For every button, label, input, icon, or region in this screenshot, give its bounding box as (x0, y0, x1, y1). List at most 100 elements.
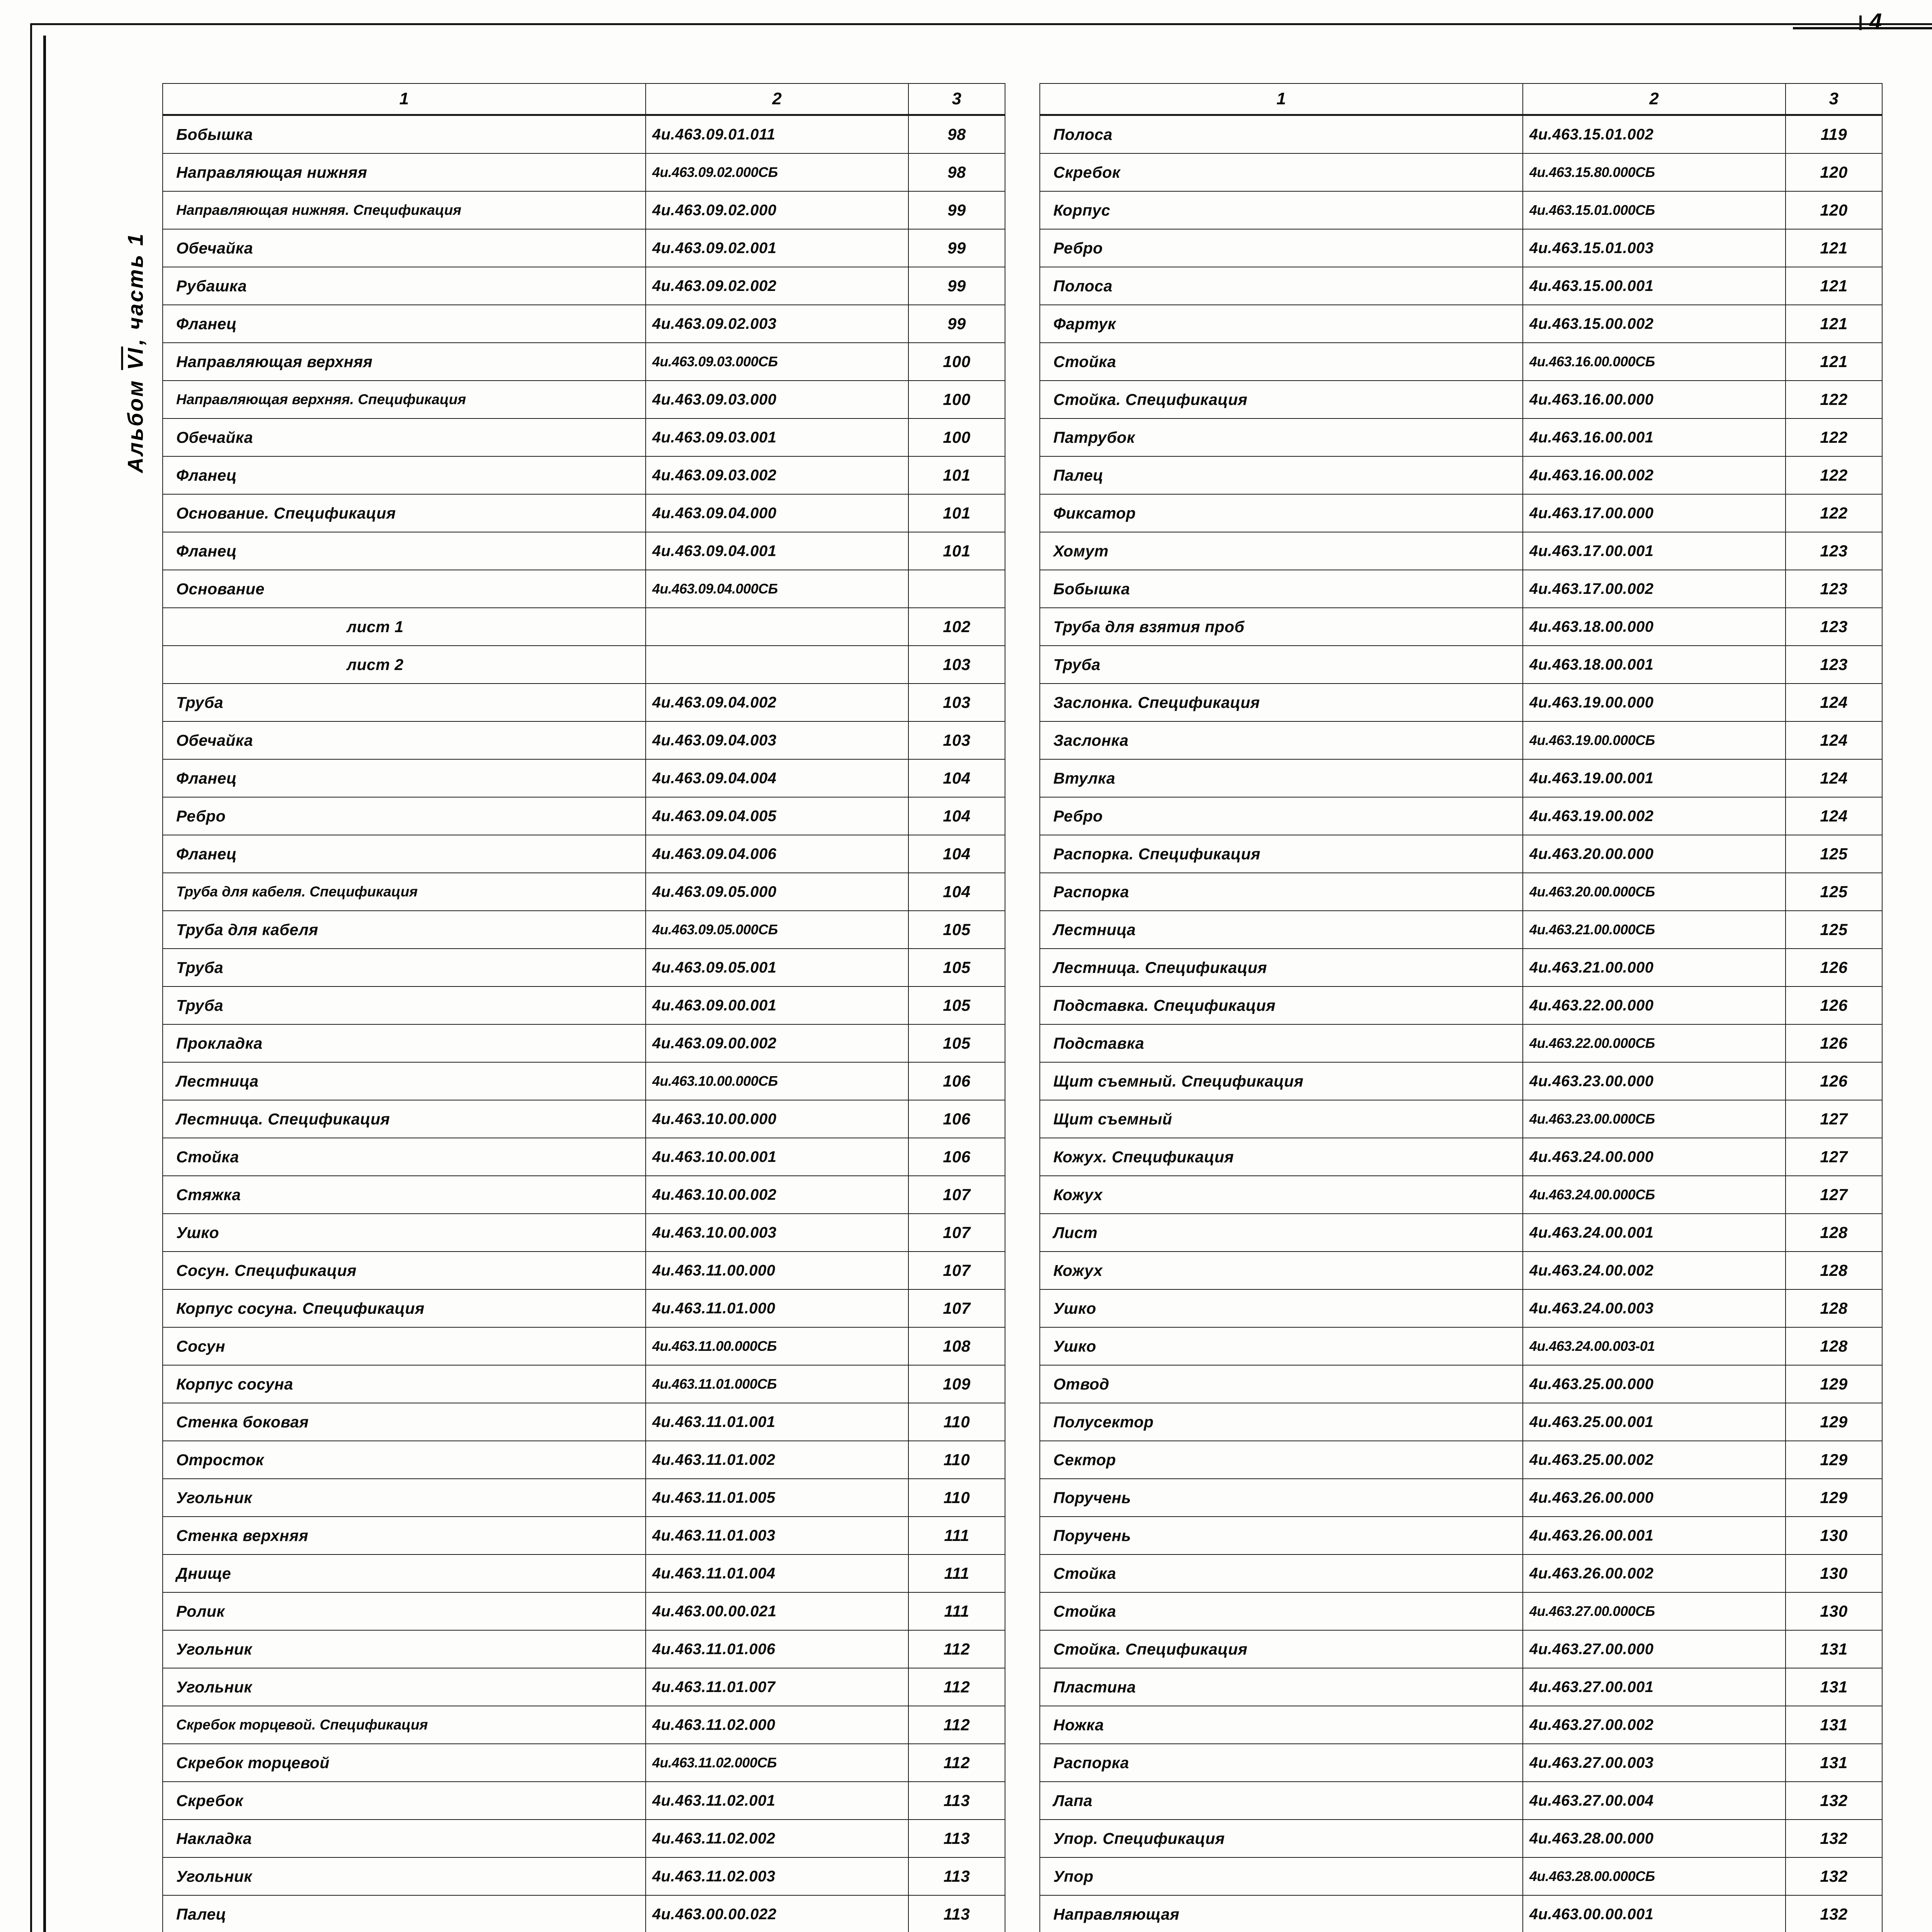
column-header-2: 2 (645, 83, 909, 116)
row-item-name: Труба (162, 948, 646, 987)
row-page-number: 100 (908, 418, 1005, 457)
table-row: Пластина 4и.463.27.00.001 131 (1039, 1668, 1883, 1706)
row-item-name: Стойка (1039, 1554, 1523, 1593)
row-item-name: Фланец (162, 304, 646, 343)
row-designation-code: 4и.463.09.04.001 (645, 532, 909, 570)
table-row: Прокладка 4и.463.09.00.002 105 (162, 1024, 1005, 1063)
row-designation-code: 4и.463.09.05.001 (645, 948, 909, 987)
row-designation-code: 4и.463.11.01.004 (645, 1554, 909, 1593)
row-item-name: Упор. Спецификация (1039, 1819, 1523, 1858)
row-designation-code (645, 645, 909, 684)
table-row: Хомут 4и.463.17.00.001 123 (1039, 532, 1883, 570)
table-row: Полоса 4и.463.15.00.001 121 (1039, 267, 1883, 305)
table-row: Ушко 4и.463.24.00.003 128 (1039, 1289, 1883, 1328)
row-page-number: 125 (1785, 835, 1883, 873)
row-page-number: 129 (1785, 1403, 1883, 1441)
table-row: Ушко 4и.463.24.00.003-01 128 (1039, 1327, 1883, 1366)
row-page-number: 104 (908, 797, 1005, 835)
row-item-name: Труба (162, 986, 646, 1025)
row-designation-code: 4и.463.15.80.000СБ (1522, 153, 1786, 192)
row-page-number: 122 (1785, 494, 1883, 532)
row-designation-code: 4и.463.09.02.003 (645, 304, 909, 343)
row-item-name: Лестница. Спецификация (1039, 948, 1523, 987)
album-vertical-label: Альбом VI, часть 1 (123, 206, 148, 500)
table-row: Скребок 4и.463.11.02.001 113 (162, 1781, 1005, 1820)
row-item-name: Стойка (1039, 342, 1523, 381)
row-page-number: 131 (1785, 1706, 1883, 1744)
row-designation-code: 4и.463.09.03.000СБ (645, 342, 909, 381)
row-designation-code: 4и.463.10.00.002 (645, 1175, 909, 1214)
row-designation-code: 4и.463.11.02.000СБ (645, 1743, 909, 1782)
row-page-number: 105 (908, 1024, 1005, 1063)
row-designation-code: 4и.463.09.05.000 (645, 872, 909, 911)
row-designation-code: 4и.463.11.01.003 (645, 1516, 909, 1555)
row-item-name: Ребро (1039, 797, 1523, 835)
row-page-number: 125 (1785, 910, 1883, 949)
row-designation-code: 4и.463.27.00.000СБ (1522, 1592, 1786, 1631)
row-designation-code: 4и.463.11.00.000СБ (645, 1327, 909, 1366)
row-designation-code: 4и.463.17.00.001 (1522, 532, 1786, 570)
row-item-name: Обечайка (162, 229, 646, 267)
table-row: Труба для кабеля. Спецификация 4и.463.09.… (162, 872, 1005, 911)
table-row: Основание 4и.463.09.04.000СБ (162, 570, 1005, 608)
row-page-number: 104 (908, 872, 1005, 911)
row-page-number: 132 (1785, 1895, 1883, 1932)
table-row: Труба 4и.463.09.04.002 103 (162, 683, 1005, 722)
album-label-prefix: Альбом (123, 379, 148, 473)
table-row: Стойка 4и.463.27.00.000СБ 130 (1039, 1592, 1883, 1631)
row-page-number: 127 (1785, 1175, 1883, 1214)
row-page-number: 121 (1785, 267, 1883, 305)
table-row: Отросток 4и.463.11.01.002 110 (162, 1440, 1005, 1479)
table-row: Труба 4и.463.09.05.001 105 (162, 948, 1005, 987)
row-page-number: 131 (1785, 1743, 1883, 1782)
row-item-name: Поручень (1039, 1478, 1523, 1517)
table-row: Втулка 4и.463.19.00.001 124 (1039, 759, 1883, 798)
row-designation-code: 4и.463.09.00.002 (645, 1024, 909, 1063)
row-page-number: 125 (1785, 872, 1883, 911)
table-row: Отвод 4и.463.25.00.000 129 (1039, 1365, 1883, 1403)
row-item-name: Труба (162, 683, 646, 722)
row-designation-code: 4и.463.11.01.005 (645, 1478, 909, 1517)
table-row: Направляющая 4и.463.00.00.001 132 (1039, 1895, 1883, 1932)
table-row: Корпус сосуна 4и.463.11.01.000СБ 109 (162, 1365, 1005, 1403)
table-header-row: 1 2 3 (1039, 83, 1883, 116)
table-row: Ребро 4и.463.15.01.003 121 (1039, 229, 1883, 267)
table-row: Фланец 4и.463.09.04.001 101 (162, 532, 1005, 570)
row-page-number: 112 (908, 1706, 1005, 1744)
row-page-number: 112 (908, 1743, 1005, 1782)
row-designation-code: 4и.463.09.00.001 (645, 986, 909, 1025)
row-designation-code: 4и.463.20.00.000 (1522, 835, 1786, 873)
table-row: Корпус сосуна. Спецификация 4и.463.11.01.… (162, 1289, 1005, 1328)
row-item-name: Щит съемный. Спецификация (1039, 1062, 1523, 1100)
row-page-number (908, 570, 1005, 608)
row-item-name: Ребро (162, 797, 646, 835)
row-page-number: 132 (1785, 1781, 1883, 1820)
row-item-name: Направляющая верхняя. Спецификация (162, 380, 646, 419)
row-page-number: 109 (908, 1365, 1005, 1403)
row-designation-code: 4и.463.11.01.007 (645, 1668, 909, 1706)
album-label-roman: VI (123, 346, 148, 370)
row-page-number: 128 (1785, 1213, 1883, 1252)
table-row: Лист 4и.463.24.00.001 128 (1039, 1213, 1883, 1252)
row-page-number: 121 (1785, 229, 1883, 267)
row-designation-code: 4и.463.24.00.001 (1522, 1213, 1786, 1252)
table-row: Поручень 4и.463.26.00.001 130 (1039, 1516, 1883, 1555)
row-page-number: 103 (908, 645, 1005, 684)
row-page-number: 105 (908, 986, 1005, 1025)
row-designation-code: 4и.463.18.00.000 (1522, 607, 1786, 646)
row-page-number: 122 (1785, 456, 1883, 495)
table-row: Скребок 4и.463.15.80.000СБ 120 (1039, 153, 1883, 192)
row-item-name: Фланец (162, 532, 646, 570)
table-row: Сосун. Спецификация 4и.463.11.00.000 107 (162, 1251, 1005, 1290)
row-page-number: 131 (1785, 1668, 1883, 1706)
table-row: Труба 4и.463.09.00.001 105 (162, 986, 1005, 1025)
table-row: Обечайка 4и.463.09.04.003 103 (162, 721, 1005, 760)
row-item-name: Стяжка (162, 1175, 646, 1214)
row-page-number: 102 (908, 607, 1005, 646)
row-item-name: Полоса (1039, 267, 1523, 305)
table-row: Труба для кабеля 4и.463.09.05.000СБ 105 (162, 910, 1005, 949)
table-row: Корпус 4и.463.15.01.000СБ 120 (1039, 191, 1883, 230)
row-designation-code: 4и.463.17.00.000 (1522, 494, 1786, 532)
row-designation-code: 4и.463.09.04.005 (645, 797, 909, 835)
row-designation-code: 4и.463.27.00.001 (1522, 1668, 1786, 1706)
